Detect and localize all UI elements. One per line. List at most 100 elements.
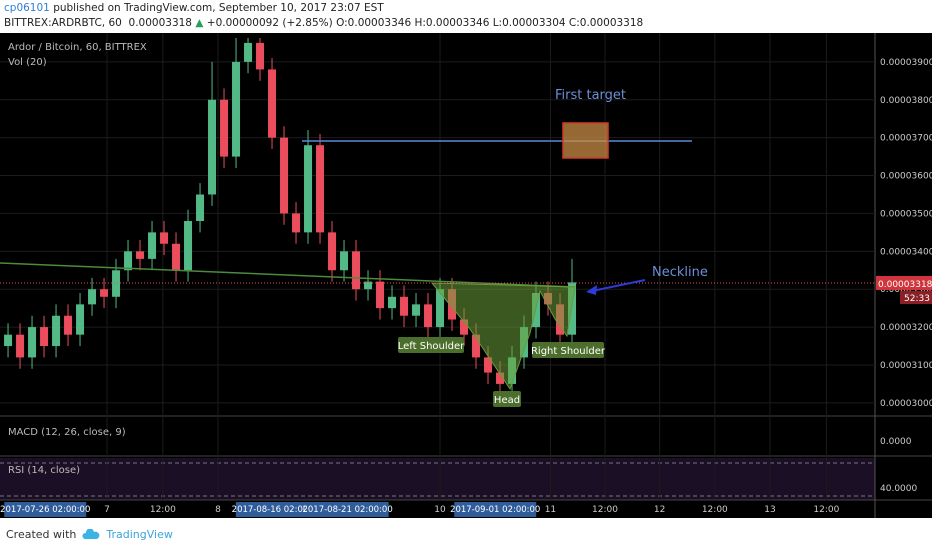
- x-tick-label: 2017-08-21 02:00:00: [302, 505, 392, 515]
- candle-body: [496, 372, 505, 384]
- macd-label: MACD (12, 26, close, 9): [8, 427, 126, 438]
- symbol-line: BITTREX:ARDRBTC, 60 0.00003318 ▲ +0.0000…: [4, 17, 643, 29]
- created: Created with: [6, 528, 77, 541]
- candle-body: [232, 61, 241, 157]
- chart-title: Ardor / Bitcoin, 60, BITTREX: [8, 42, 147, 53]
- macd-tick: 0.0000: [880, 437, 912, 447]
- arrow-head: [586, 285, 597, 295]
- candle-body: [484, 357, 493, 373]
- candle-body: [352, 251, 361, 290]
- y-tick-label: 0.00003400: [880, 247, 932, 257]
- y-tick-label: 0.00003900: [880, 58, 932, 68]
- label-bg: [493, 391, 521, 407]
- x-tick-label: 8: [215, 505, 221, 515]
- candle-body: [196, 194, 205, 222]
- candle-body: [148, 232, 157, 259]
- candle-body: [40, 327, 49, 347]
- rsi-tick: 40.0000: [880, 484, 917, 494]
- candle-body: [460, 319, 469, 335]
- candle-body: [184, 221, 193, 271]
- x-tick-label: 13: [764, 505, 775, 515]
- candle-body: [256, 42, 265, 70]
- candle-body: [568, 282, 577, 335]
- arrow: ▲: [195, 17, 204, 29]
- y-tick-label: 0.00003800: [880, 96, 932, 106]
- y-tick-label: 0.00003300: [880, 285, 932, 295]
- ohlc: O:0.00003346 H:0.00003346 L:0.00003304 C…: [336, 17, 644, 29]
- x-tick-label: 12:00: [592, 505, 618, 515]
- candle-body: [112, 270, 121, 297]
- label-bg: [532, 342, 604, 358]
- brand[interactable]: TradingView: [106, 528, 173, 541]
- symbol: BITTREX:ARDRBTC, 60: [4, 17, 122, 29]
- head-shoulders: [430, 282, 576, 391]
- x-tick-label: 12:00: [702, 505, 728, 515]
- x-tick-highlight: [306, 502, 389, 517]
- grid: 0.00003000 0.00003100 0.00003200 0.00003300…: [0, 33, 932, 500]
- candle-body: [364, 281, 373, 290]
- x-tick-highlight: [235, 502, 318, 517]
- candle-body: [268, 69, 277, 138]
- x-tick-label: 12: [654, 505, 665, 515]
- change: +0.00000092 (+2.85%): [206, 17, 333, 29]
- rsi-band: [0, 458, 875, 500]
- x-tick-label: 7: [104, 505, 110, 515]
- y-tick-label: 0.00003200: [880, 323, 932, 333]
- candle-body: [100, 289, 109, 297]
- candle-body: [340, 251, 349, 271]
- candle-body: [424, 304, 433, 328]
- candle-body: [412, 304, 421, 316]
- last-price: 0.00003318: [878, 280, 932, 290]
- candle-body: [64, 315, 73, 335]
- countdown-box: [900, 291, 932, 304]
- candle-body: [472, 334, 481, 358]
- logo: [82, 529, 100, 539]
- volume-label: Vol (20): [8, 57, 47, 68]
- y-tick-label: 0.00003100: [880, 361, 932, 371]
- background: [0, 33, 932, 518]
- candle-body: [220, 99, 229, 157]
- candle-body: [328, 232, 337, 271]
- candle-body: [244, 42, 253, 62]
- candle-body: [532, 292, 541, 328]
- candle-body: [16, 334, 25, 358]
- last: 0.00003318: [128, 17, 192, 29]
- published: published on TradingView.com, September …: [53, 2, 384, 14]
- chart: 0.00003000 0.00003100 0.00003200 0.00003300…: [0, 33, 932, 518]
- candle-body: [76, 304, 85, 335]
- x-tick-highlight: [4, 502, 87, 517]
- candle-body: [52, 315, 61, 347]
- candle-body: [136, 251, 145, 259]
- candle-body: [316, 145, 325, 233]
- candle-body: [280, 137, 289, 214]
- candle-body: [376, 281, 385, 309]
- author[interactable]: cp06101: [4, 2, 50, 14]
- target-box: [562, 122, 609, 159]
- x-tick-label: 12:00: [150, 505, 176, 515]
- x-tick-label: 12:00: [813, 505, 839, 515]
- candle-body: [160, 232, 169, 244]
- candle-body: [400, 296, 409, 316]
- trend-line: [0, 262, 576, 288]
- x-tick-highlight: [454, 502, 537, 517]
- countdown: 52:33: [904, 294, 930, 304]
- candle-body: [172, 243, 181, 271]
- right-shoulder: Right Shoulder: [531, 346, 606, 357]
- neckline-label: Neckline: [652, 265, 708, 280]
- x-tick-label: 10: [434, 505, 446, 515]
- candle-body: [28, 327, 37, 358]
- x-tick-label: 2017-08-16 02:00:00: [232, 505, 322, 515]
- target-label: First target: [555, 88, 626, 103]
- candle-body: [292, 213, 301, 233]
- publish-line: cp06101 published on TradingView.com, Se…: [4, 2, 384, 14]
- candle-body: [388, 296, 397, 309]
- label-bg: [398, 337, 464, 353]
- footer: Created with TradingView: [6, 528, 173, 541]
- neckline-arrow: [591, 279, 646, 292]
- x-tick-label: 2017-07-26 02:00:00: [0, 505, 90, 515]
- x-tick-label: 2017-09-01 02:00:00: [450, 505, 540, 515]
- x-tick-label: 11: [545, 505, 556, 515]
- head-label: Head: [494, 395, 520, 406]
- y-tick-label: 0.00003700: [880, 134, 932, 144]
